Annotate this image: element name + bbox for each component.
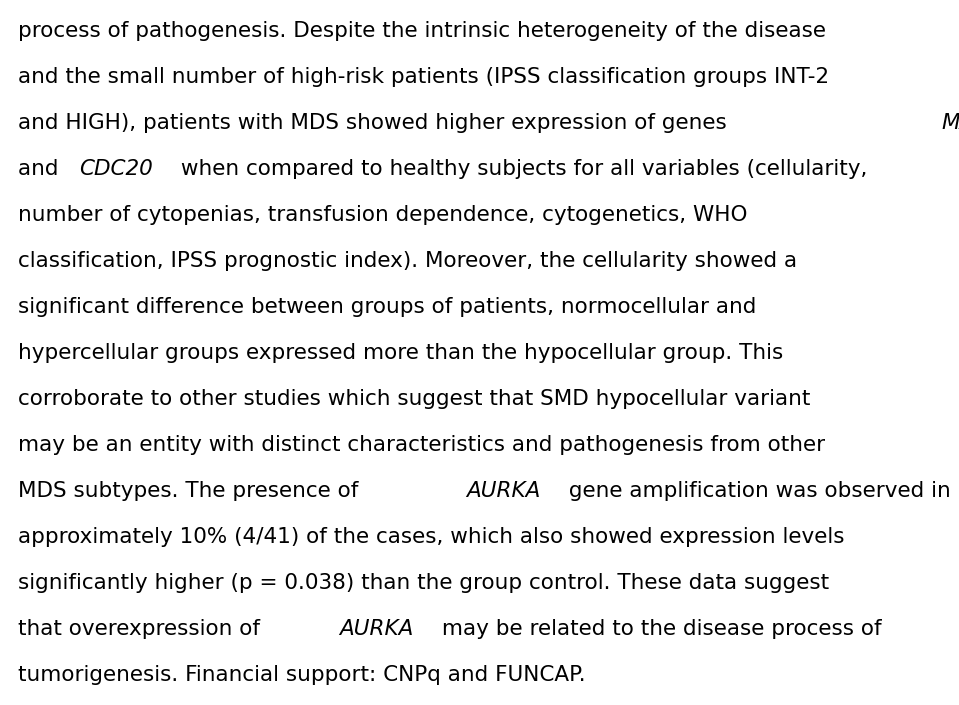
Text: MAD2L1: MAD2L1 (942, 113, 959, 133)
Text: process of pathogenesis. Despite the intrinsic heterogeneity of the disease: process of pathogenesis. Despite the int… (18, 21, 826, 41)
Text: AURKA: AURKA (339, 619, 413, 639)
Text: may be an entity with distinct characteristics and pathogenesis from other: may be an entity with distinct character… (18, 435, 825, 455)
Text: that overexpression of: that overexpression of (18, 619, 267, 639)
Text: classification, IPSS prognostic index). Moreover, the cellularity showed a: classification, IPSS prognostic index). … (18, 251, 797, 271)
Text: approximately 10% (4/41) of the cases, which also showed expression levels: approximately 10% (4/41) of the cases, w… (18, 527, 845, 547)
Text: number of cytopenias, transfusion dependence, cytogenetics, WHO: number of cytopenias, transfusion depend… (18, 205, 747, 225)
Text: MDS subtypes. The presence of: MDS subtypes. The presence of (18, 481, 365, 501)
Text: significant difference between groups of patients, normocellular and: significant difference between groups of… (18, 297, 757, 317)
Text: when compared to healthy subjects for all variables (cellularity,: when compared to healthy subjects for al… (175, 159, 868, 179)
Text: and: and (18, 159, 65, 179)
Text: CDC20: CDC20 (80, 159, 152, 179)
Text: hypercellular groups expressed more than the hypocellular group. This: hypercellular groups expressed more than… (18, 343, 784, 363)
Text: corroborate to other studies which suggest that SMD hypocellular variant: corroborate to other studies which sugge… (18, 389, 810, 409)
Text: gene amplification was observed in: gene amplification was observed in (562, 481, 950, 501)
Text: may be related to the disease process of: may be related to the disease process of (435, 619, 881, 639)
Text: and the small number of high-risk patients (IPSS classification groups INT-2: and the small number of high-risk patien… (18, 67, 830, 87)
Text: AURKA: AURKA (466, 481, 541, 501)
Text: significantly higher (p = 0.038) than the group control. These data suggest: significantly higher (p = 0.038) than th… (18, 573, 830, 593)
Text: and HIGH), patients with MDS showed higher expression of genes: and HIGH), patients with MDS showed high… (18, 113, 734, 133)
Text: tumorigenesis. Financial support: CNPq and FUNCAP.: tumorigenesis. Financial support: CNPq a… (18, 665, 586, 685)
